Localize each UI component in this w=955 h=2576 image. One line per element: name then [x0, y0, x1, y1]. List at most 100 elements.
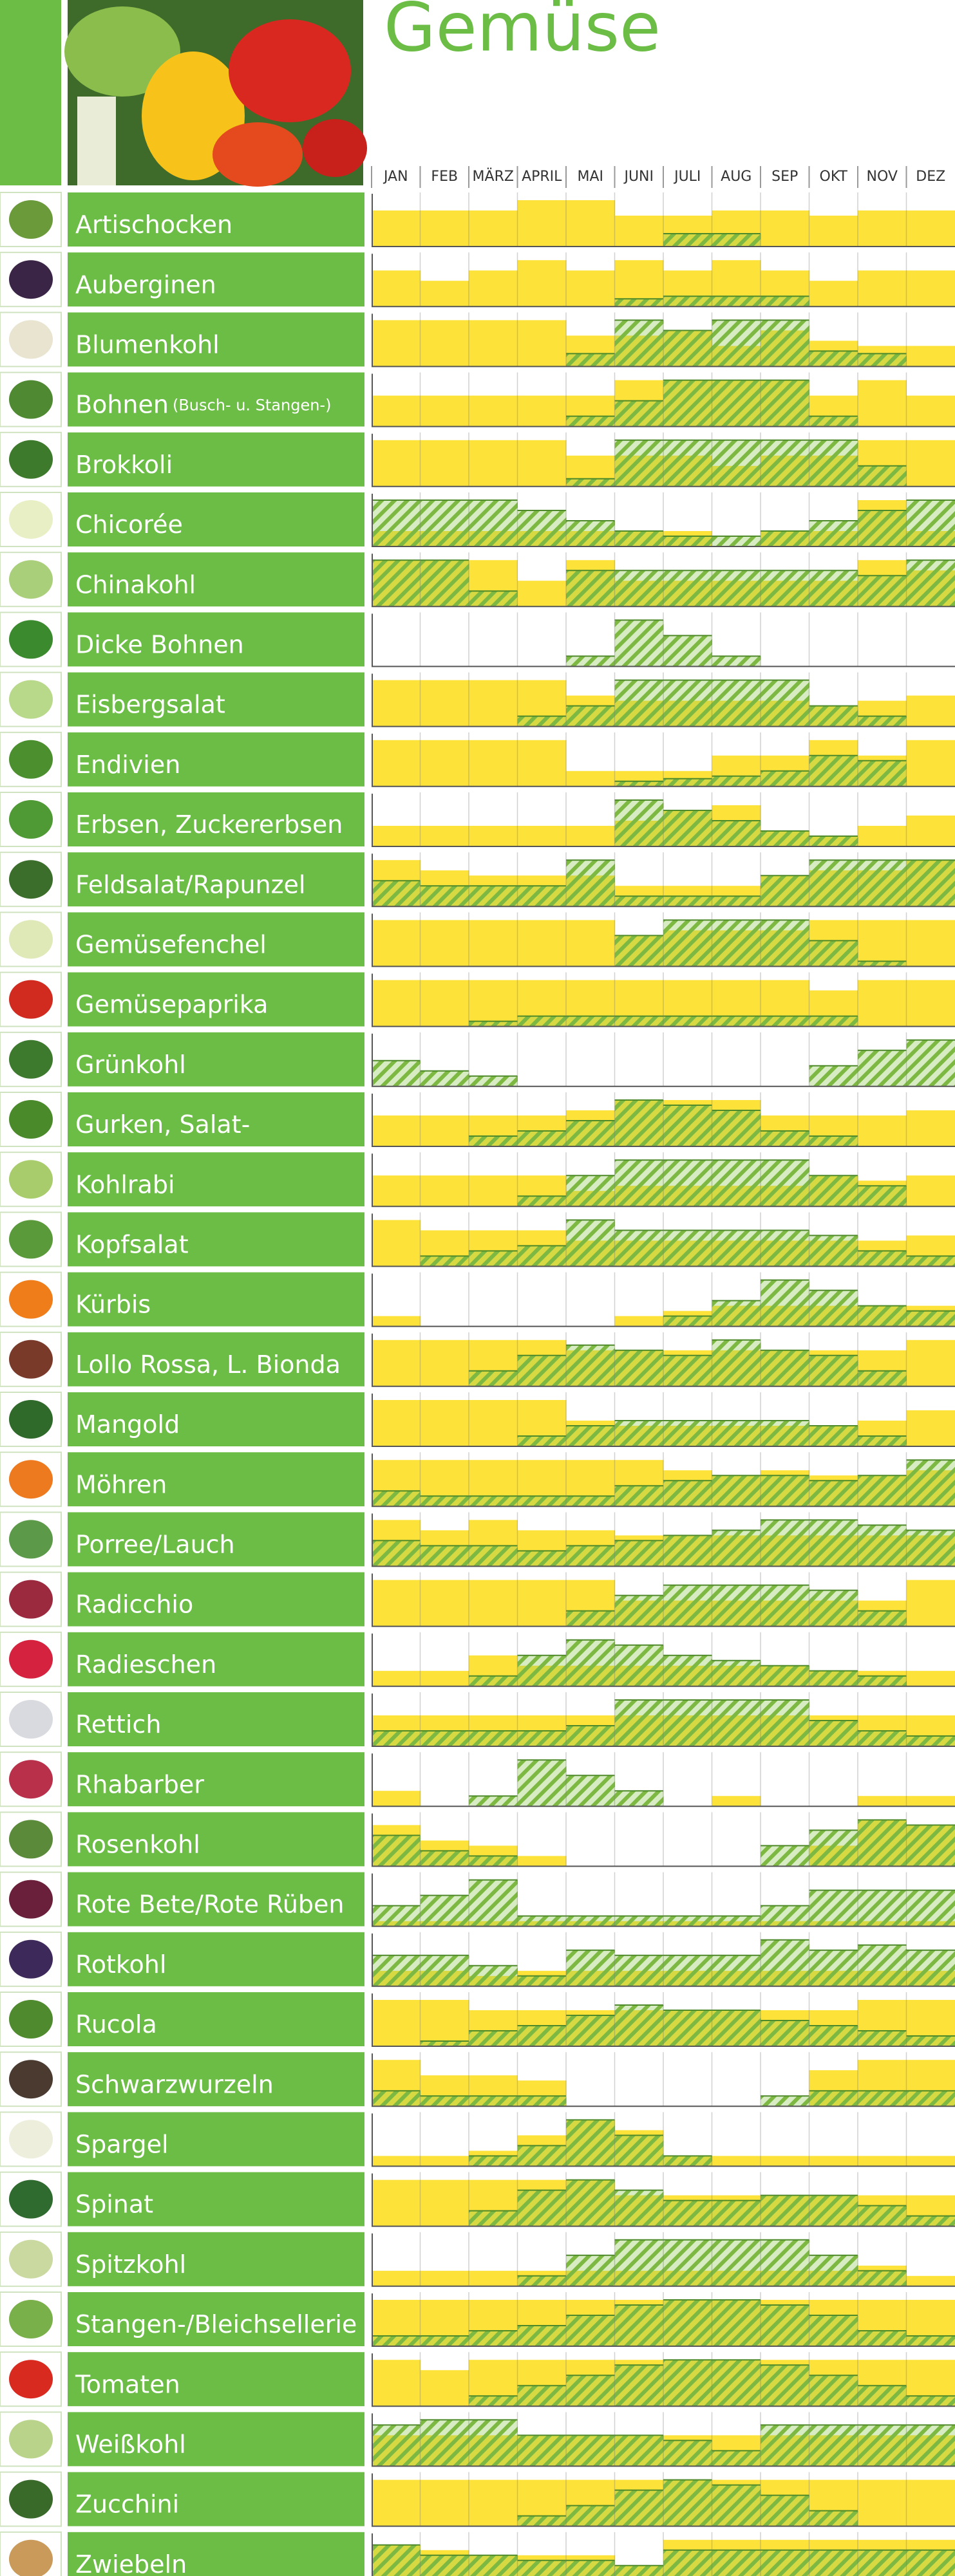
- hatched-bar: [518, 1196, 567, 1206]
- row-label-text: Spargel: [75, 2130, 169, 2158]
- yellow-bar: [907, 1671, 955, 1686]
- hatched-bar: [615, 1486, 664, 1506]
- row-label: Gurken, Salat-: [75, 1110, 250, 1139]
- hatched-bar: [566, 2015, 615, 2046]
- yellow-bar: [858, 380, 907, 427]
- hatched-bar: [712, 1585, 761, 1627]
- yellow-bar: [372, 2360, 421, 2406]
- yellow-bar: [469, 210, 518, 247]
- hatched-bar: [566, 2255, 615, 2286]
- yellow-bar: [907, 346, 955, 366]
- hatched-bar: [663, 536, 712, 546]
- vegetable-icon: [9, 2360, 53, 2398]
- hatched-bar: [809, 1235, 858, 1266]
- yellow-bar: [518, 740, 567, 787]
- row-label-text: Kohlrabi: [75, 1170, 175, 1199]
- hatched-bar: [858, 2550, 907, 2576]
- hatched-bar: [809, 2091, 858, 2106]
- hatched-bar: [615, 2135, 664, 2166]
- row-label: Stangen-/Bleichsellerie: [75, 2310, 357, 2338]
- hatched-bar: [372, 500, 421, 546]
- hatched-bar: [615, 2435, 664, 2466]
- hatched-bar: [858, 1820, 907, 1866]
- hatched-bar: [712, 656, 761, 666]
- hatched-bar: [663, 1700, 712, 1746]
- row-label: Spitzkohl: [75, 2250, 186, 2278]
- vegetable-icon: [9, 1100, 53, 1139]
- yellow-bar: [372, 1671, 421, 1686]
- vegetable-icon: [9, 1940, 53, 1979]
- hatched-bar: [858, 1890, 907, 1927]
- yellow-bar: [469, 740, 518, 787]
- hatched-bar: [712, 320, 761, 366]
- hatched-bar: [469, 1022, 518, 1027]
- yellow-bar: [858, 2156, 907, 2166]
- hatched-bar: [712, 2550, 761, 2576]
- hatched-bar: [907, 1311, 955, 1327]
- vegetable-icon: [9, 1340, 53, 1379]
- row-label: Grünkohl: [75, 1050, 186, 1078]
- row-label-text: Auberginen: [75, 270, 216, 299]
- hatched-bar: [809, 2375, 858, 2406]
- chart-title: Gemüse: [384, 0, 661, 66]
- hatched-bar: [615, 1700, 664, 1746]
- hatched-bar: [518, 1551, 567, 1566]
- row-label-text: Zucchini: [75, 2490, 179, 2518]
- x-tick-label: FEB: [431, 169, 458, 185]
- hatched-bar: [615, 2365, 664, 2406]
- vegetable-icon: [9, 980, 53, 1019]
- hatched-bar: [712, 1530, 761, 1566]
- row-label: Spinat: [75, 2190, 153, 2218]
- vegetable-icon: [9, 380, 53, 419]
- hatched-bar: [469, 1251, 518, 1266]
- hatched-bar: [761, 831, 809, 846]
- x-tick-label: JAN: [383, 169, 408, 185]
- yellow-bar: [907, 1340, 955, 1386]
- yellow-bar: [809, 2156, 858, 2166]
- hatched-bar: [469, 1856, 518, 1866]
- hatched-bar: [663, 440, 712, 487]
- hatched-bar: [566, 1640, 615, 1686]
- hatched-bar: [858, 1050, 907, 1087]
- hatched-bar: [372, 2336, 421, 2346]
- hatched-bar: [907, 1530, 955, 1566]
- hatched-bar: [615, 1596, 664, 1627]
- hatched-bar: [858, 353, 907, 366]
- hatched-bar: [761, 1585, 809, 1627]
- row-label-text: Spinat: [75, 2190, 153, 2218]
- row-label-text: Chinakohl: [75, 570, 196, 599]
- yellow-bar: [372, 1580, 421, 1627]
- yellow-bar: [761, 2156, 809, 2166]
- hatched-bar: [518, 1131, 567, 1146]
- yellow-bar: [907, 210, 955, 247]
- row-label: Rettich: [75, 1710, 161, 1739]
- hatched-bar: [858, 2271, 907, 2286]
- row-label: Chinakohl: [75, 570, 196, 599]
- hatched-bar: [712, 896, 761, 906]
- row-label: Endivien: [75, 750, 180, 778]
- hatched-bar: [907, 860, 955, 906]
- hatched-bar: [761, 771, 809, 787]
- hatched-bar: [761, 2240, 809, 2286]
- hatched-bar: [809, 1066, 858, 1087]
- row-label: Kürbis: [75, 1290, 151, 1318]
- hatched-bar: [712, 2450, 761, 2466]
- hatched-bar: [858, 466, 907, 487]
- row-label: Schwarzwurzeln: [75, 2070, 274, 2098]
- hatched-bar: [907, 1890, 955, 1927]
- hatched-bar: [518, 1656, 567, 1686]
- row-label: Möhren: [75, 1470, 167, 1498]
- x-tick-label: JUNI: [623, 169, 654, 185]
- hatched-bar: [615, 299, 664, 306]
- vegetable-icon: [9, 2480, 53, 2519]
- yellow-bar: [469, 826, 518, 846]
- row-label-text: Mangold: [75, 1410, 180, 1439]
- hatched-bar: [566, 1220, 615, 1266]
- hatched-bar: [712, 1421, 761, 1446]
- yellow-bar: [372, 2480, 421, 2526]
- yellow-bar: [566, 771, 615, 787]
- row-label-text: Gemüsepaprika: [75, 990, 268, 1018]
- hatched-bar: [761, 1700, 809, 1746]
- hatched-bar: [663, 1105, 712, 1146]
- yellow-bar: [372, 1400, 421, 1446]
